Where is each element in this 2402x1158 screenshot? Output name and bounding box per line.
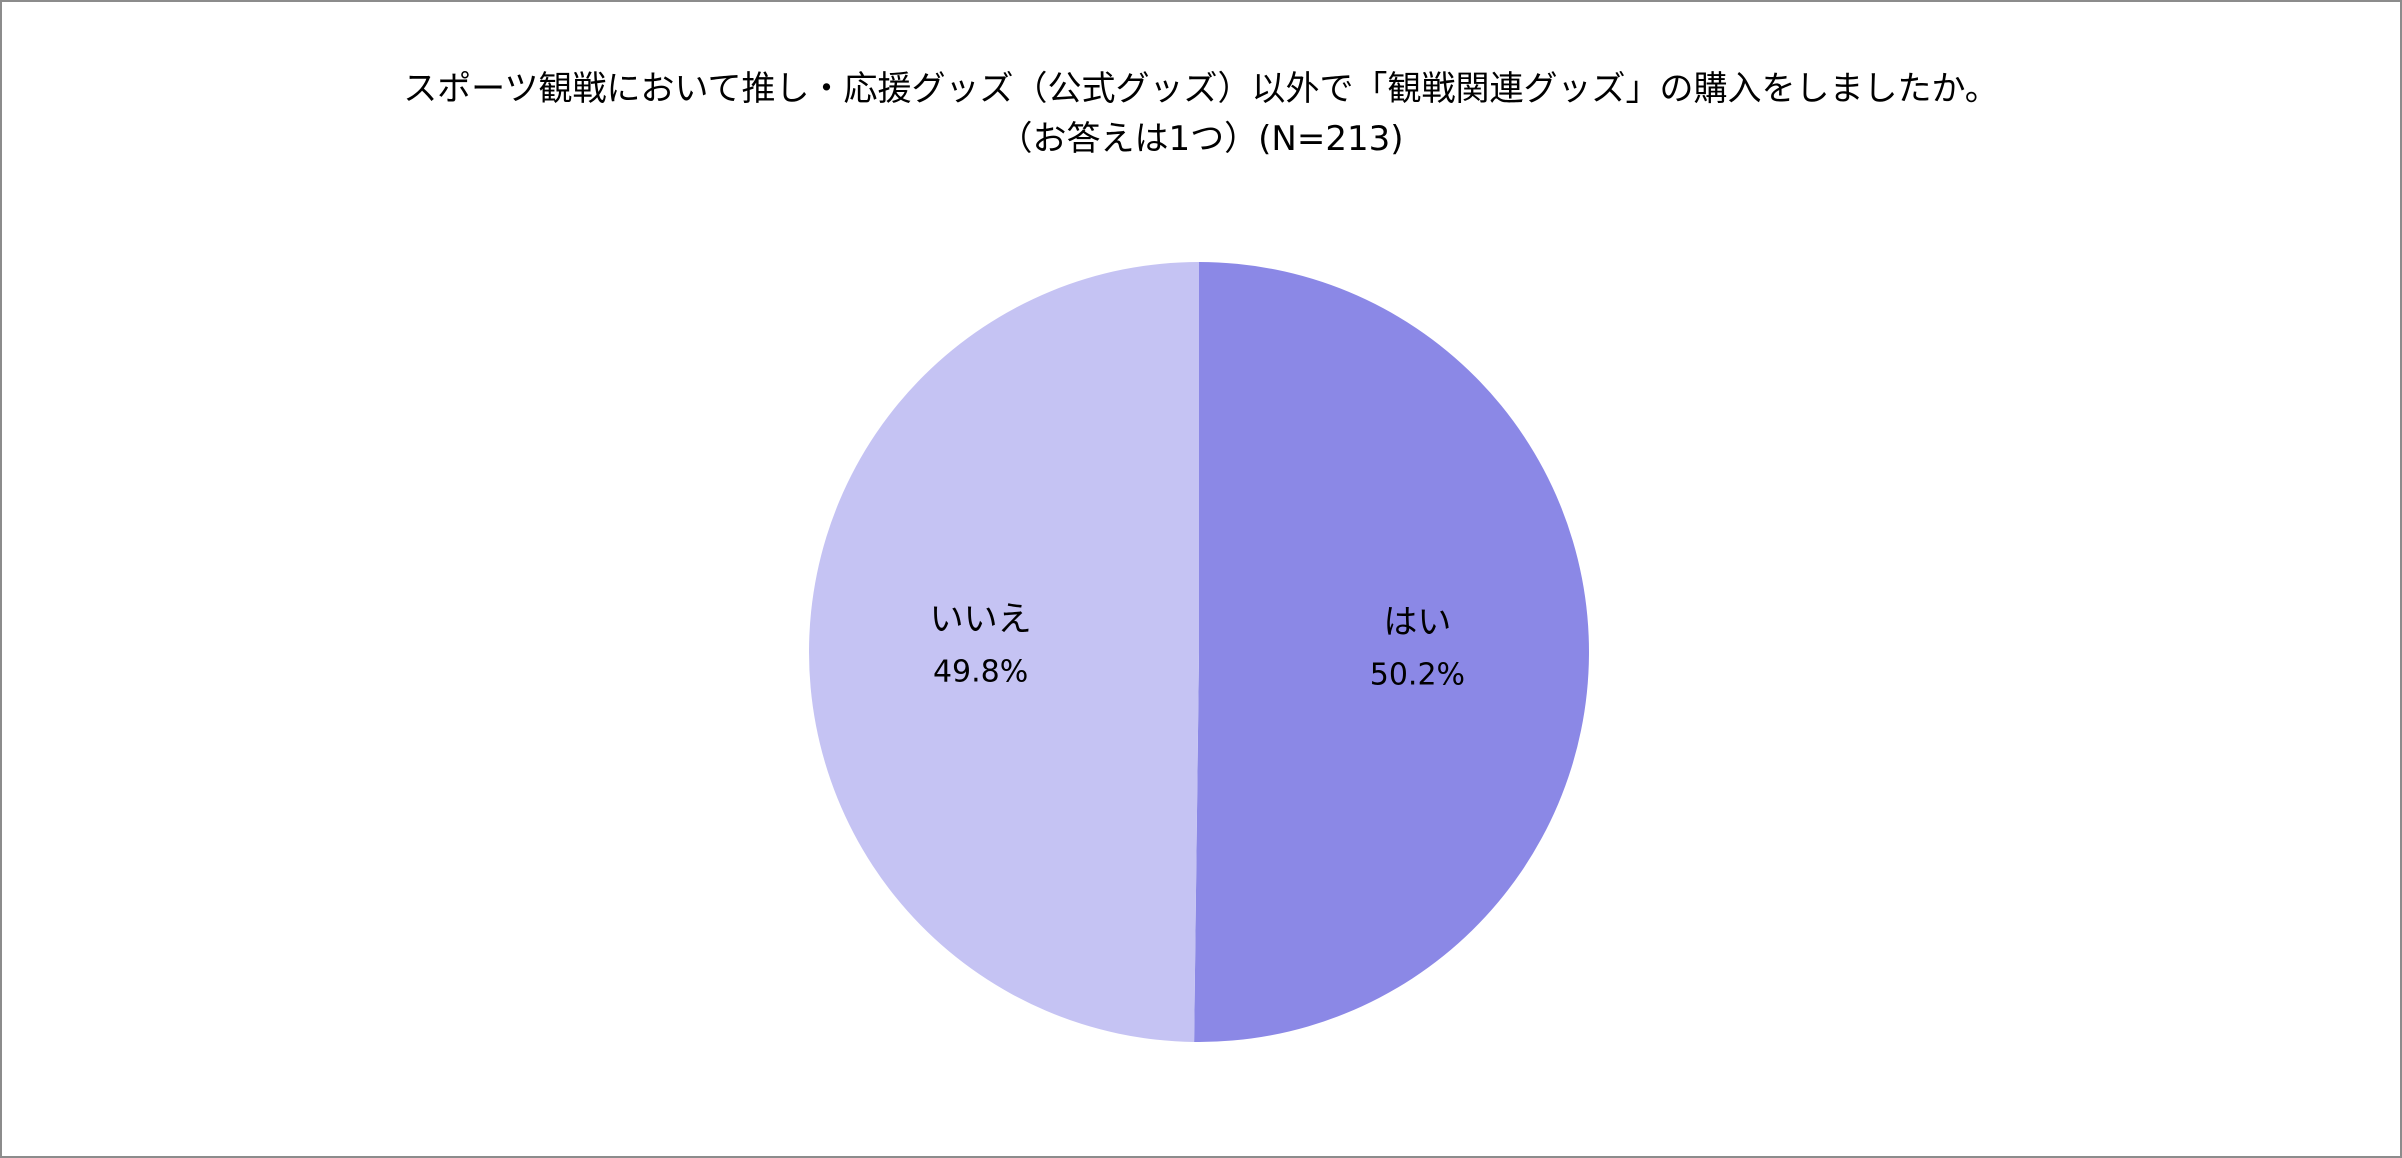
slice-category-label: いいえ — [930, 600, 1032, 640]
pie-slice-2 — [808, 262, 1199, 1042]
chart-title-block: スポーツ観戦において推し・応援グッズ（公式グッズ）以外で「観戦関連グッズ」の購入… — [2, 64, 2400, 164]
slice-value-label: 49.8% — [933, 655, 1028, 690]
slice-category-label: はい — [1383, 602, 1451, 642]
slice-value-label: 50.2% — [1370, 657, 1465, 692]
chart-subtitle: （お答えは1つ）(N=213) — [998, 119, 1404, 159]
pie-slice-1 — [1194, 262, 1589, 1042]
chart-title: スポーツ観戦において推し・応援グッズ（公式グッズ）以外で「観戦関連グッズ」の購入… — [403, 69, 1999, 109]
